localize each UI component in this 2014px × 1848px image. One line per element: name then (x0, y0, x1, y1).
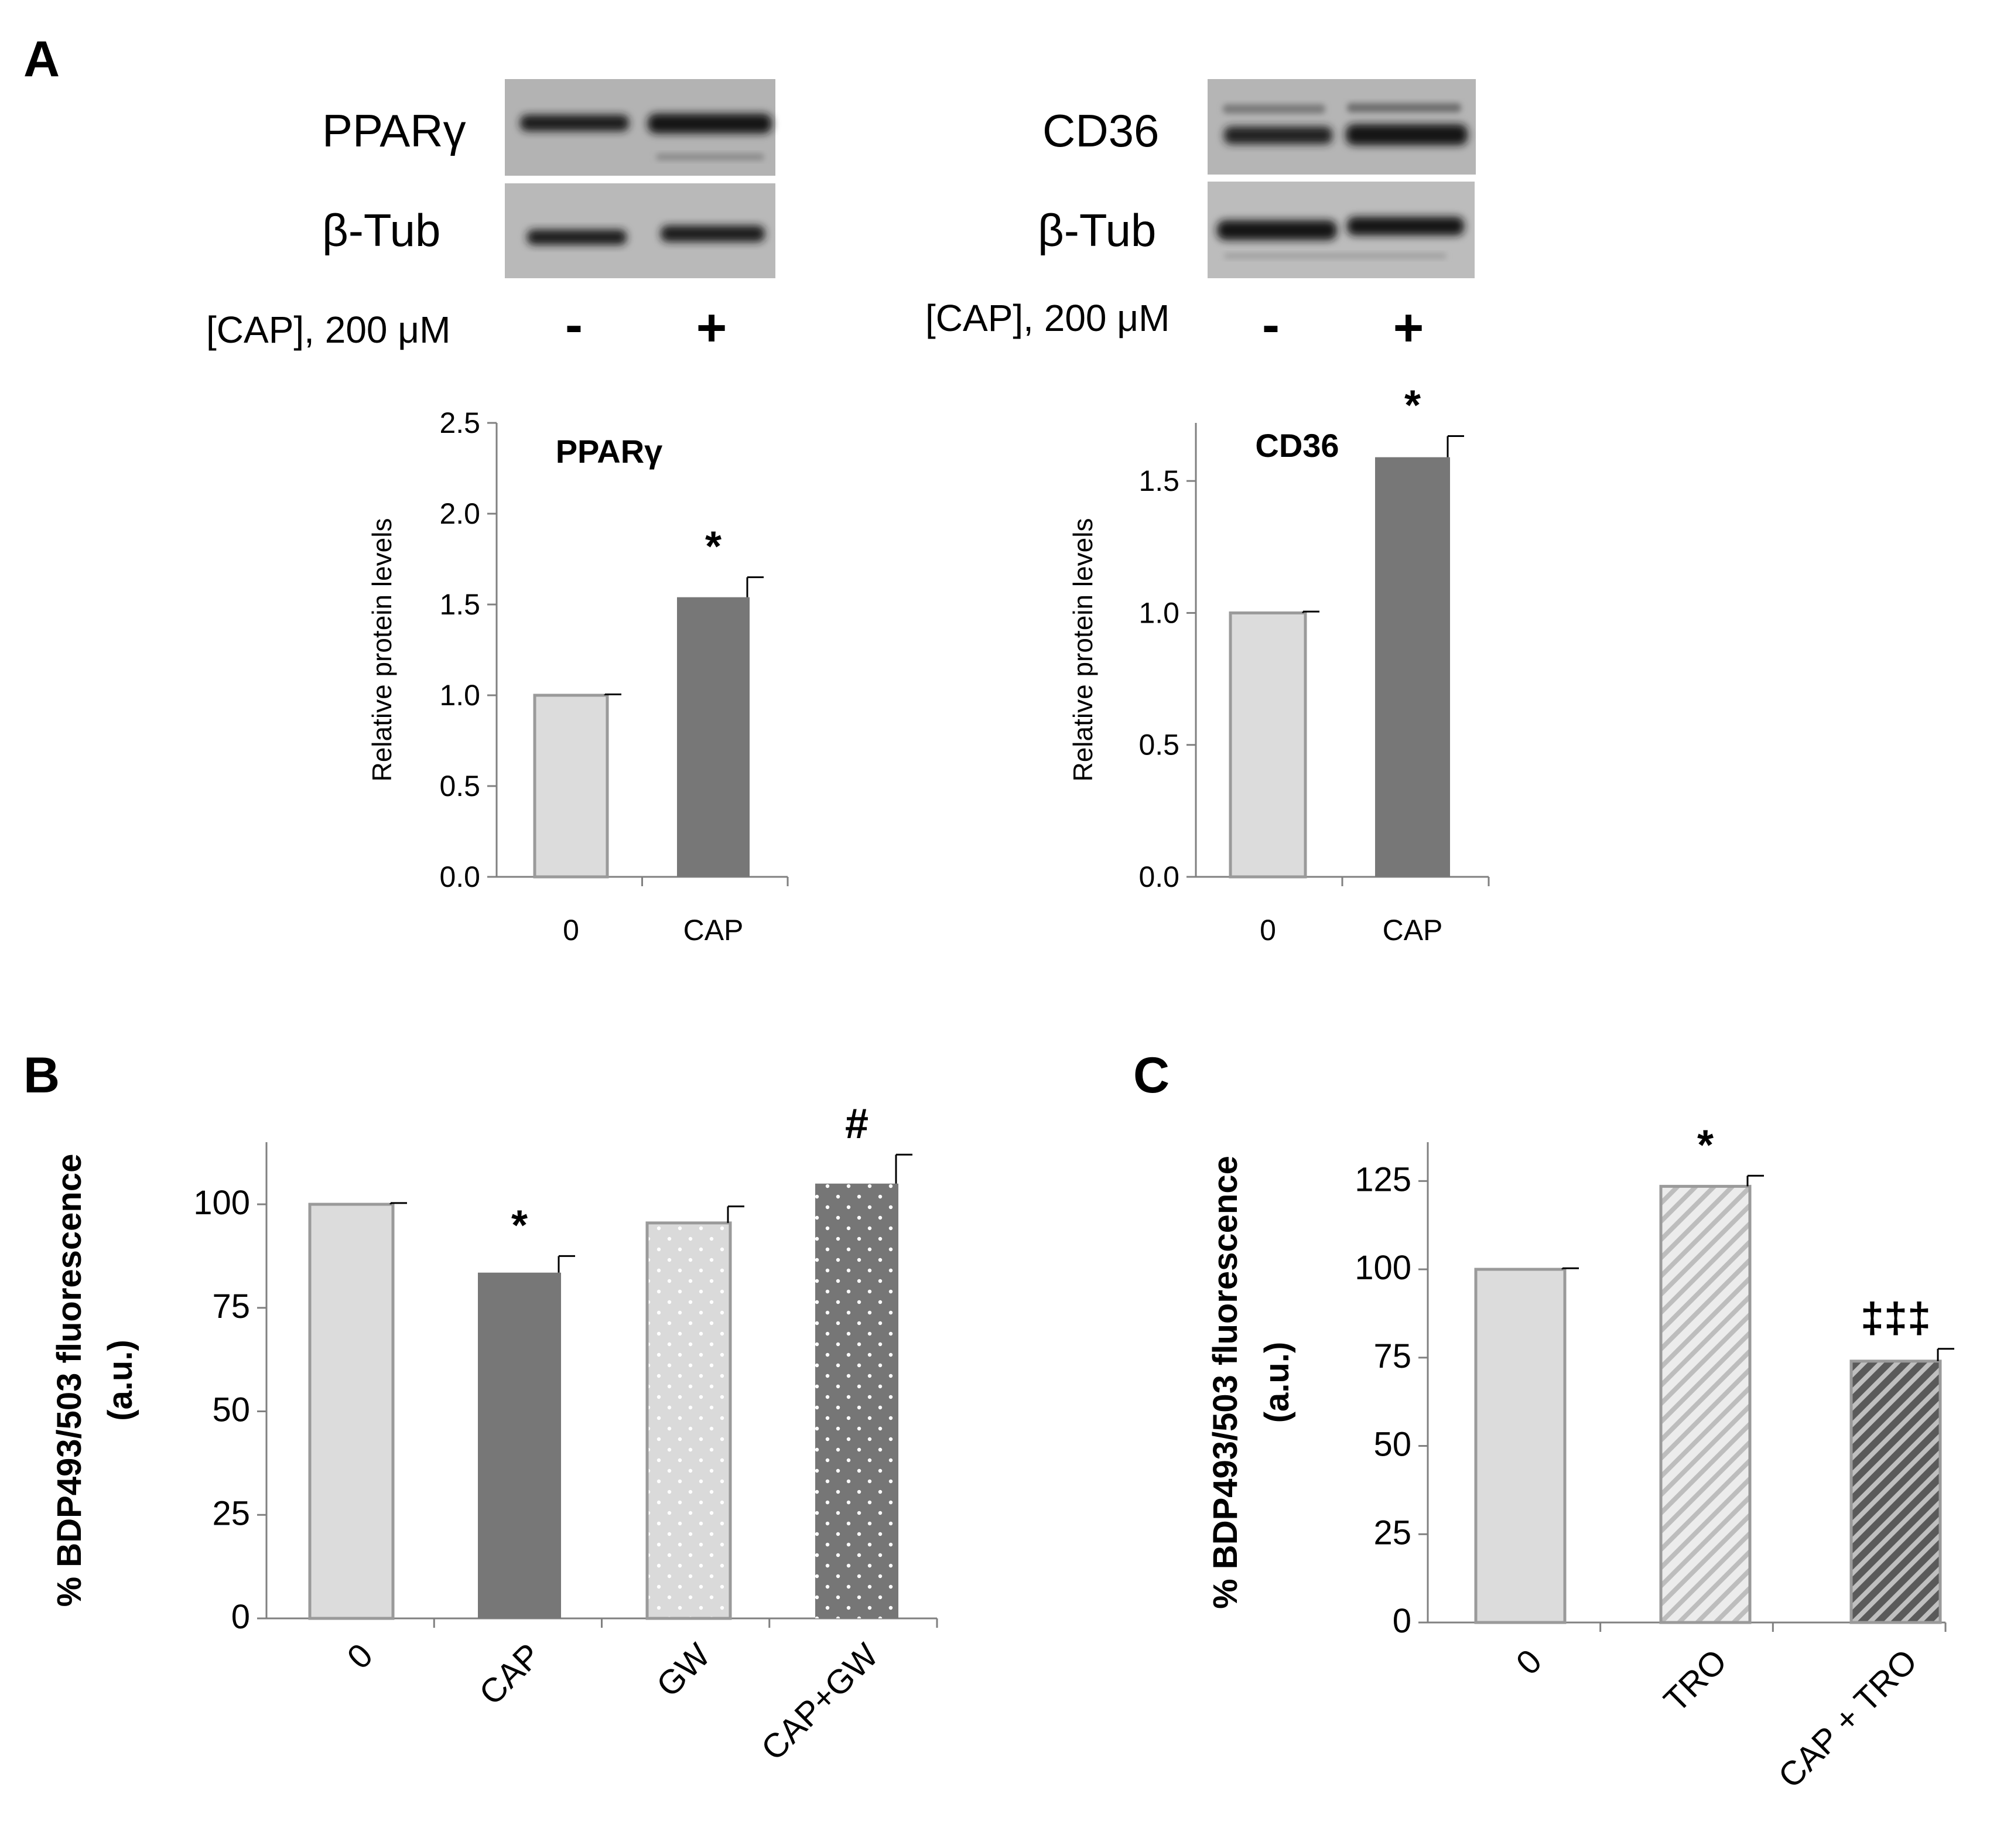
x-tick-label: 0 (1260, 914, 1276, 947)
y-tick-label: 1.5 (1138, 464, 1179, 497)
blot-pparg-tub-band-2 (661, 226, 765, 242)
chart-title: CD36 (1255, 427, 1339, 464)
blot-cd36-tub-band-1 (1217, 220, 1337, 240)
blot-cd36-loading-label: β-Tub (1038, 204, 1156, 256)
blot-pparg-band-1 (520, 115, 629, 131)
blot-cd36-condition-label: [CAP], 200 μM (925, 297, 1170, 339)
y-tick-label: 25 (212, 1494, 250, 1532)
x-tick-label: CAP (1383, 914, 1443, 947)
bar (478, 1272, 561, 1618)
y-tick-label: 2.0 (439, 497, 480, 530)
blot-pparg: PPARγ β-Tub [CAP], 200 μM - + (206, 79, 775, 357)
x-tick-label: GW (649, 1636, 718, 1704)
blot-cd36-plus: + (1393, 299, 1424, 357)
x-tick-label: TRO (1657, 1642, 1735, 1720)
y-tick-label: 100 (1355, 1249, 1411, 1287)
y-tick-label: 1.0 (1138, 596, 1179, 629)
bar (815, 1183, 898, 1618)
bar (1229, 611, 1307, 879)
blot-pparg-condition-label: [CAP], 200 μM (206, 309, 450, 351)
y-tick-label: 125 (1355, 1160, 1411, 1198)
y-tick-label: 0.0 (1138, 860, 1179, 893)
blot-pparg-minus: - (565, 296, 583, 354)
blot-pparg-protein-label: PPARγ (322, 105, 466, 156)
significance-marker: * (705, 524, 722, 571)
bar (1375, 457, 1450, 877)
panel-label-b: B (23, 1047, 60, 1104)
chart-title: PPARγ (556, 433, 663, 470)
y-tick-label: 50 (1373, 1426, 1411, 1464)
y-axis-label: % BDP493/503 fluorescence (50, 1154, 88, 1607)
y-axis-label-line-2: (a.u.) (1258, 1342, 1296, 1423)
blot-pparg-loading-label: β-Tub (322, 204, 440, 256)
blot-pparg-band-2 (648, 114, 772, 134)
blot-cd36-protein-label: CD36 (1042, 105, 1159, 156)
y-tick-label: 1.5 (439, 588, 480, 621)
bar (677, 597, 750, 877)
y-axis-label-line-2: (a.u.) (101, 1340, 139, 1421)
y-tick-label: 50 (212, 1391, 250, 1429)
significance-marker: * (1697, 1122, 1714, 1169)
significance-marker: * (1404, 382, 1421, 429)
significance-marker: # (845, 1101, 868, 1147)
blot-cd36-band-2 (1346, 124, 1468, 145)
chart-pparg: 0.0 0.5 1.0 1.5 2.0 2.5 0 * CAP PPARγ Relative pro… (367, 407, 789, 947)
blot-cd36-upper-band-2 (1347, 103, 1461, 112)
x-tick-label: 0 (563, 914, 579, 947)
y-axis-label: % BDP493/503 fluorescence (1206, 1156, 1244, 1609)
bar (533, 694, 609, 879)
y-tick-label: 75 (212, 1287, 250, 1326)
y-tick-label: 0.5 (439, 770, 480, 802)
panel-label-a: A (23, 31, 60, 87)
chart-cd36: 0.0 0.5 1.0 1.5 0 * CAP CD36 Relative protein le… (1068, 382, 1490, 947)
y-tick-label: 1.0 (439, 679, 480, 712)
x-tick-label: 0 (1509, 1642, 1549, 1682)
y-tick-label: 0.0 (439, 860, 480, 893)
x-tick-label: CAP (683, 914, 744, 947)
blot-pparg-tub-band-1 (527, 230, 627, 245)
y-tick-label: 25 (1373, 1514, 1411, 1552)
y-tick-label: 0.5 (1138, 729, 1179, 761)
significance-marker: ‡‡‡ (1861, 1295, 1931, 1342)
x-tick-label: 0 (340, 1636, 380, 1676)
bar (1849, 1359, 1942, 1624)
x-tick-label: CAP (472, 1636, 548, 1712)
blot-cd36-upper-band-1 (1223, 104, 1325, 114)
blot-cd36-band-1 (1224, 127, 1332, 144)
blot-pparg-plus: + (696, 299, 727, 357)
y-tick-label: 0 (1393, 1602, 1411, 1640)
y-axis-label: Relative protein levels (1068, 518, 1098, 781)
bar (1659, 1184, 1752, 1624)
significance-marker: * (511, 1202, 528, 1249)
panel-label-c: C (1133, 1047, 1170, 1104)
y-axis-label: Relative protein levels (367, 518, 397, 781)
chart-b: 0 25 50 75 100 0 * CAP GW # CAP+GW % BDP493/503 flu… (50, 1101, 938, 1768)
x-tick-label: CAP+GW (754, 1636, 885, 1768)
y-tick-label: 0 (231, 1598, 250, 1636)
bar (308, 1203, 395, 1620)
blot-cd36: CD36 β-Tub [CAP], 200 μM - + (925, 79, 1476, 357)
y-tick-label: 2.5 (439, 407, 480, 439)
x-tick-label: CAP + TRO (1771, 1642, 1924, 1795)
bar (1474, 1268, 1567, 1624)
chart-c: 0 25 50 75 100 125 0 * TRO ‡‡‡ CAP + TRO % BDP493/5… (1206, 1122, 1954, 1795)
y-tick-label: 75 (1373, 1337, 1411, 1375)
blot-cd36-tub-band-2 (1347, 217, 1464, 235)
blot-cd36-tub-faint-band (1224, 253, 1447, 259)
y-tick-label: 100 (193, 1184, 250, 1222)
blot-cd36-minus: - (1262, 296, 1280, 354)
bar (645, 1221, 732, 1620)
blot-pparg-faint-band (656, 153, 764, 160)
